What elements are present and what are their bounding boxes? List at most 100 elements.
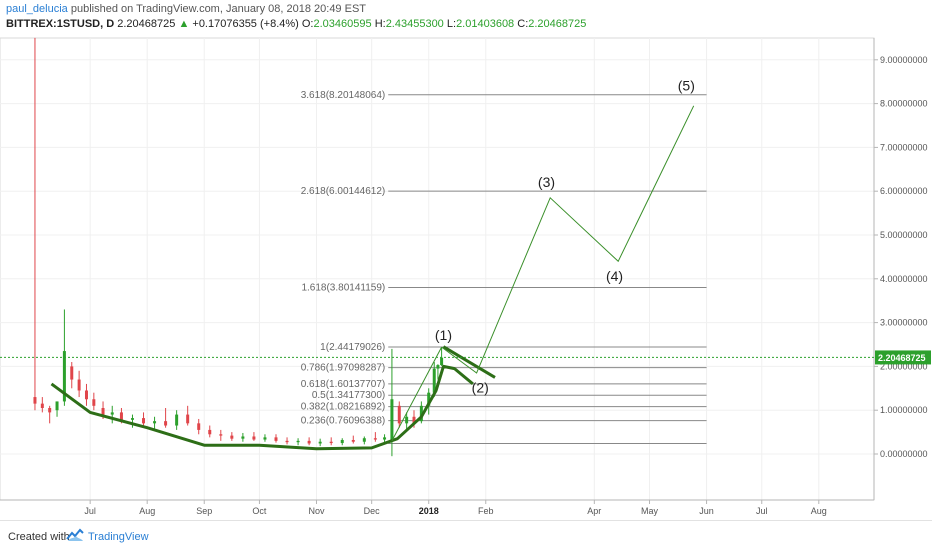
fib-level-label: 0.618(1.60137707) — [301, 379, 386, 390]
candle-body — [110, 412, 114, 415]
candle-body — [285, 440, 289, 443]
candle-body — [175, 414, 179, 426]
candle-body — [440, 357, 444, 366]
candle-body — [362, 438, 366, 442]
candle-body — [432, 368, 436, 393]
price-tick-label: 3.00000000 — [880, 318, 928, 328]
footer-bar: Created with TradingView — [0, 520, 932, 551]
candle-body — [130, 418, 134, 420]
time-tick-label: Oct — [252, 506, 267, 516]
fib-level-label: 0.786(1.97098287) — [301, 363, 386, 374]
candle-body — [263, 437, 267, 440]
high-label: H: — [374, 18, 386, 30]
candle-body — [40, 403, 44, 409]
fib-level-label: 0.5(1.34177300) — [312, 390, 385, 401]
last-price-badge — [875, 350, 931, 365]
fib-level-label: 0.236(0.76096388) — [301, 416, 386, 427]
candle-body — [153, 421, 157, 424]
candle-body — [55, 401, 59, 411]
channel-line — [442, 345, 496, 379]
time-tick-label: 2018 — [419, 506, 439, 516]
time-tick-label: Aug — [139, 506, 155, 516]
tradingview-logo-icon[interactable] — [66, 528, 84, 542]
price-tick-label: 4.00000000 — [880, 274, 928, 284]
candle-body — [373, 438, 377, 440]
time-tick-label: May — [641, 506, 659, 516]
candle-body — [48, 408, 52, 413]
price-tick-label: 1.00000000 — [880, 405, 928, 415]
author-link[interactable]: paul_delucia — [6, 3, 68, 15]
price-tick-label: 7.00000000 — [880, 142, 928, 152]
chart-header: paul_delucia published on TradingView.co… — [6, 2, 926, 36]
change-value: +0.17076355 (+8.4%) — [192, 18, 299, 30]
candle-body — [397, 405, 401, 424]
candle-body — [427, 392, 431, 406]
candle-body — [419, 405, 423, 422]
fib-level-label: 2.618(6.00144612) — [301, 186, 386, 197]
grid-lines — [0, 38, 874, 500]
candle-body — [219, 434, 223, 436]
candle-body — [33, 397, 37, 404]
fib-level-label: 3.618(8.20148064) — [301, 90, 386, 101]
candle-body — [208, 429, 212, 435]
high-value: 2.43455300 — [385, 18, 444, 30]
price-tick-label: 5.00000000 — [880, 230, 928, 240]
time-tick-label: Dec — [364, 506, 381, 516]
candle-body — [405, 416, 409, 424]
candle-body — [383, 437, 387, 440]
last-value: 2.20468725 — [117, 18, 176, 30]
time-tick-label: Jul — [756, 506, 768, 516]
candle-body — [340, 439, 344, 444]
symbol-label[interactable]: BITTREX:1STUSD, D — [6, 18, 115, 30]
tradingview-link[interactable]: TradingView — [88, 531, 149, 543]
fib-level-label: 1(2.44179026) — [320, 342, 385, 353]
last-price-label: 2.20468725 — [875, 350, 931, 365]
time-tick-label: Jun — [699, 506, 714, 516]
candle-body — [390, 399, 394, 441]
wave-label: (5) — [678, 77, 695, 93]
wave-label: (3) — [538, 174, 555, 190]
rounded-base-curve — [50, 364, 474, 451]
wave-1-line — [391, 346, 443, 442]
price-tick-label: 9.00000000 — [880, 55, 928, 65]
wave-drawings[interactable] — [50, 105, 695, 451]
candle-body — [307, 440, 311, 444]
candle-body — [92, 399, 96, 406]
candle-body — [318, 441, 322, 444]
fibonacci-extension[interactable]: 3.618(8.20148064) 2.618(6.00144612) 1.618(… — [301, 90, 707, 444]
candle-body — [329, 441, 333, 444]
candle-body — [274, 437, 278, 441]
published-text: published on TradingView.com, January 08… — [70, 3, 367, 15]
last-price-text: 2.20468725 — [878, 353, 926, 363]
candle-body — [197, 423, 201, 430]
time-axis[interactable]: Jul Aug Sep Oct Nov Dec 2018 Feb Apr May Jun Jul Aug — [84, 500, 827, 516]
time-tick-label: Apr — [587, 506, 601, 516]
publish-info: paul_delucia published on TradingView.co… — [6, 2, 926, 16]
fib-level-label: 1.618(3.80141159) — [301, 282, 385, 293]
fib-level-label: 0.382(1.08216892) — [301, 402, 386, 413]
candle-body — [230, 435, 234, 439]
time-tick-label: Sep — [196, 506, 212, 516]
open-value: 2.03460595 — [313, 18, 372, 30]
candle-body — [84, 390, 88, 400]
candle-body — [412, 416, 416, 424]
wave-label: (4) — [606, 268, 623, 284]
price-tick-label: 2.00000000 — [880, 361, 928, 371]
candle-body — [101, 408, 105, 415]
low-label: L: — [446, 18, 457, 30]
candle-body — [186, 414, 190, 424]
price-axis[interactable]: 9.00000000 8.00000000 7.00000000 6.00000000… — [874, 55, 928, 459]
time-tick-label: Aug — [811, 506, 827, 516]
candlestick-series — [33, 37, 444, 457]
close-value: 2.20468725 — [528, 18, 587, 30]
time-tick-label: Feb — [478, 506, 494, 516]
candle-body — [70, 366, 74, 380]
candle-body — [252, 436, 256, 440]
candle-body — [351, 439, 355, 442]
elliott-wave-projection — [441, 105, 695, 374]
candle-body — [77, 379, 81, 391]
candle-body — [436, 365, 440, 369]
wave-label: (1) — [435, 327, 452, 343]
candle-body — [241, 436, 245, 439]
